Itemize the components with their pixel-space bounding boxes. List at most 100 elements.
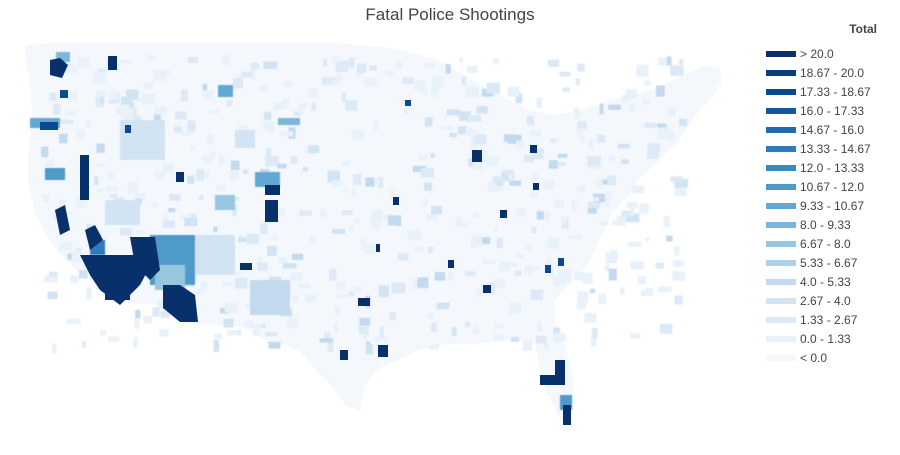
county-high <box>80 155 89 200</box>
legend-item[interactable]: 14.67 - 16.0 <box>766 120 864 139</box>
county-patch <box>412 165 426 172</box>
county-patch <box>674 178 689 188</box>
county-patch <box>154 110 161 122</box>
county-high <box>240 263 252 270</box>
us-county-map[interactable] <box>0 0 760 450</box>
county-patch <box>530 289 544 300</box>
legend-swatch <box>766 259 796 266</box>
county-patch <box>577 121 587 130</box>
county-patch <box>352 173 362 186</box>
county-patch <box>299 210 312 216</box>
county-patch <box>97 188 104 193</box>
county-patch <box>599 221 610 226</box>
county-patch <box>195 235 235 275</box>
county-patch <box>47 291 58 300</box>
county-patch <box>509 180 521 186</box>
county-patch <box>152 69 167 82</box>
county-patch <box>257 256 262 268</box>
legend-item[interactable]: 9.33 - 10.67 <box>766 196 864 215</box>
county-patch <box>637 276 646 285</box>
county-patch <box>134 319 140 329</box>
county-patch <box>421 167 435 178</box>
county-patch <box>226 330 239 336</box>
county-patch <box>466 65 478 74</box>
legend-item[interactable]: 16.0 - 17.33 <box>766 101 864 120</box>
legend-item[interactable]: 8.0 - 9.33 <box>766 215 851 234</box>
county-patch <box>69 275 77 280</box>
county-patch <box>71 250 82 263</box>
county-patch <box>608 154 615 161</box>
county-patch <box>590 164 603 170</box>
county-patch <box>157 302 168 308</box>
county-patch <box>261 323 266 328</box>
county-patch <box>238 237 247 242</box>
legend-item[interactable]: 10.67 - 12.0 <box>766 177 864 196</box>
county-patch <box>66 318 81 324</box>
county-patch <box>49 271 58 277</box>
county-patch <box>133 337 138 348</box>
county-patch <box>59 133 68 144</box>
county-patch <box>41 146 49 158</box>
county-patch <box>547 237 560 249</box>
county-patch <box>153 172 167 179</box>
legend-item[interactable]: 6.67 - 8.0 <box>766 234 851 253</box>
county-patch <box>159 329 169 337</box>
county-high <box>448 260 454 268</box>
county-patch <box>515 93 523 104</box>
county-patch <box>479 237 491 245</box>
legend-item[interactable]: 12.0 - 13.33 <box>766 158 864 177</box>
county-patch <box>187 120 196 132</box>
county-patch <box>107 172 114 180</box>
county-patch <box>52 343 57 354</box>
county-patch <box>669 131 675 143</box>
county-patch <box>523 155 535 163</box>
county-patch <box>620 287 625 295</box>
county-patch <box>584 312 597 323</box>
county-patch <box>487 181 497 192</box>
county-patch <box>351 188 356 197</box>
legend-item[interactable]: 2.67 - 4.0 <box>766 291 851 310</box>
county-patch <box>629 333 641 339</box>
county-patch <box>235 277 248 289</box>
county-high <box>163 285 198 322</box>
county-patch <box>451 327 457 337</box>
legend-item[interactable]: 18.67 - 20.0 <box>766 63 864 82</box>
county-patch <box>670 176 683 182</box>
county-patch <box>362 332 368 339</box>
county-patch <box>592 197 599 202</box>
county-patch <box>345 99 358 111</box>
county-patch <box>244 320 251 327</box>
legend-item[interactable]: 5.33 - 6.67 <box>766 253 857 272</box>
county-patch <box>672 260 684 267</box>
county-patch <box>472 159 483 171</box>
county-patch <box>265 331 278 337</box>
legend-item[interactable]: < 0.0 <box>766 348 827 367</box>
county-high <box>376 244 380 252</box>
county-patch <box>593 180 602 185</box>
legend-item[interactable]: 1.33 - 2.67 <box>766 310 857 329</box>
map-area[interactable] <box>0 0 760 450</box>
legend-item[interactable]: > 20.0 <box>766 44 834 63</box>
legend-label: 10.67 - 12.0 <box>800 179 865 194</box>
legend-item[interactable]: 17.33 - 18.67 <box>766 82 871 101</box>
county-patch <box>441 126 454 131</box>
legend-swatch <box>766 297 796 304</box>
county-patch <box>587 155 601 168</box>
county-patch <box>473 145 478 151</box>
legend: Total > 20.0 18.67 - 20.0 17.33 - 18.67 16.… <box>766 22 896 365</box>
county-patch <box>310 235 317 244</box>
legend-item[interactable]: 0.0 - 1.33 <box>766 329 851 348</box>
county-patch <box>383 337 388 344</box>
legend-item[interactable]: 13.33 - 14.67 <box>766 139 871 158</box>
county-patch <box>515 270 522 276</box>
county-patch <box>120 107 134 119</box>
county-patch <box>525 244 532 251</box>
county-patch <box>293 295 299 303</box>
county-patch <box>548 160 558 169</box>
legend-swatch <box>766 316 796 323</box>
county-high <box>108 56 117 70</box>
county-patch <box>629 103 636 112</box>
county-patch <box>260 223 268 235</box>
legend-item[interactable]: 4.0 - 5.33 <box>766 272 851 291</box>
county-patch <box>424 182 432 191</box>
